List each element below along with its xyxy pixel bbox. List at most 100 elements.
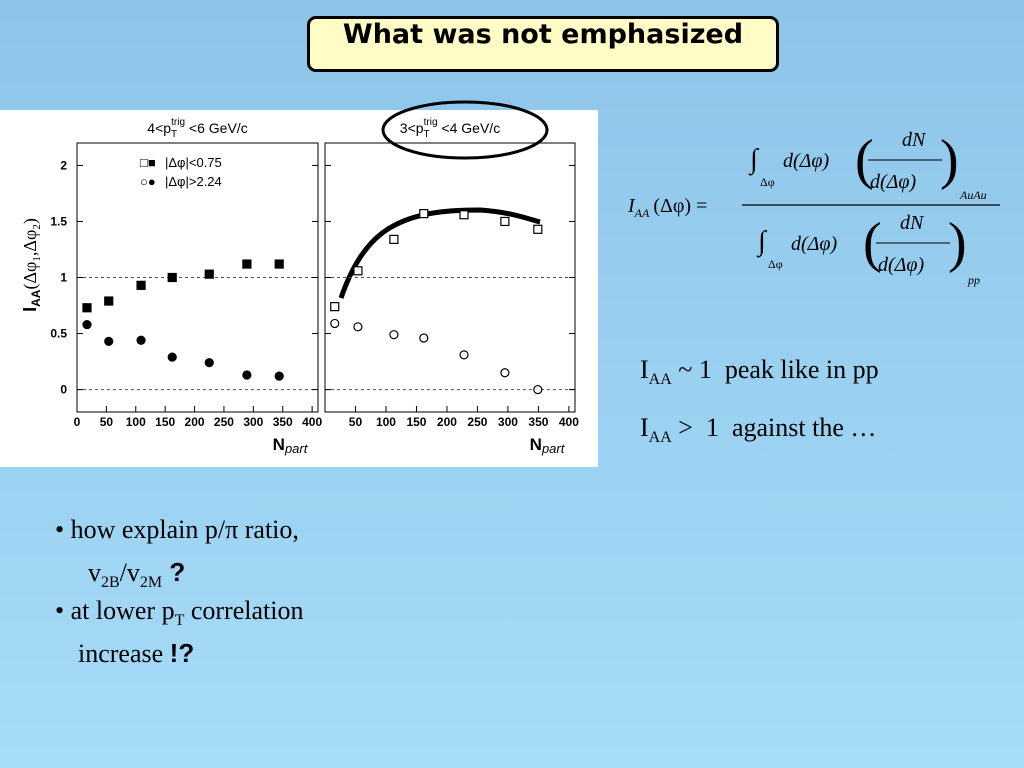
svg-text:dN: dN [900, 212, 925, 234]
x-tick-label: 300 [243, 415, 263, 429]
x-tick-label: 400 [559, 415, 579, 429]
label-part: part [541, 441, 566, 456]
data-point [167, 272, 177, 283]
data-point [389, 330, 399, 340]
data-point [167, 352, 177, 362]
svg-text:d(Δφ): d(Δφ) [791, 233, 837, 255]
x-tick-label: 0 [74, 415, 81, 429]
formula: IAA (Δφ) = ∫ Δφ d(Δφ) ( dN d(Δφ) ) AuAu ∫… [627, 129, 1000, 287]
x-tick-label: 100 [376, 415, 396, 429]
data-point [274, 259, 284, 269]
svg-text:d(Δφ): d(Δφ) [870, 171, 916, 193]
data-point [82, 319, 92, 330]
data-point [136, 280, 146, 290]
x-axis-label: Npart [530, 435, 566, 456]
x-tick-label: 200 [185, 415, 205, 429]
data-point [330, 318, 340, 329]
x-axis-label: Npart [273, 435, 309, 456]
data-point [389, 234, 399, 244]
data-point [330, 302, 340, 312]
x-tick-label: 300 [498, 415, 518, 429]
data-point [204, 358, 214, 368]
data-point [136, 335, 146, 345]
x-tick-label: 400 [302, 415, 322, 429]
x-tick-label: 250 [467, 415, 487, 429]
y-tick-label: 0 [60, 383, 67, 397]
svg-text:AuAu: AuAu [959, 188, 987, 202]
title-part: trig [171, 117, 185, 128]
svg-text:pp: pp [967, 273, 980, 287]
legend-entry: |Δφ|<0.75 [165, 155, 222, 170]
title-part: 4<p [147, 120, 171, 136]
data-point [204, 269, 214, 279]
title-part: <4 GeV/c [438, 120, 501, 136]
svg-text:d(Δφ): d(Δφ) [878, 254, 924, 276]
y-tick-label: 2 [60, 158, 67, 172]
bullet: increase !? [78, 638, 195, 668]
x-tick-label: 100 [126, 415, 146, 429]
note: IAA > 1 against the … [640, 413, 877, 447]
bullet: v2B/v2M ? [88, 557, 186, 592]
x-tick-label: 50 [100, 415, 114, 429]
data-point [104, 296, 114, 306]
title-part: 3<p [400, 120, 424, 136]
data-point [242, 370, 252, 380]
data-point [104, 336, 114, 346]
data-point [533, 224, 543, 234]
legend-symbol: ○● [140, 174, 156, 189]
y-tick-label: 1 [60, 271, 67, 285]
data-point [274, 371, 284, 381]
x-tick-label: 50 [349, 415, 363, 429]
title-part: T [171, 129, 177, 140]
svg-text:∫: ∫ [756, 226, 768, 258]
data-point [419, 333, 429, 343]
x-tick-label: 150 [406, 415, 426, 429]
svg-text:(: ( [863, 212, 882, 274]
svg-text:): ) [940, 129, 959, 191]
data-point [353, 322, 363, 332]
highlight-ellipse [381, 100, 549, 160]
data-point [353, 266, 363, 276]
data-point [500, 368, 510, 378]
bullet: • how explain p/π ratio, [55, 515, 299, 544]
slide-title: What was not emphasized [307, 16, 779, 72]
svg-text:dN: dN [902, 129, 927, 151]
x-tick-label: 250 [214, 415, 234, 429]
y-tick-label: 0.5 [50, 327, 67, 341]
data-point [459, 210, 469, 220]
svg-text:(: ( [855, 129, 874, 191]
svg-text:): ) [948, 212, 967, 274]
bullet: • at lower pT correlation [55, 596, 304, 630]
data-point [500, 216, 510, 227]
panel-title: 4<pTtrig <6 GeV/c [147, 117, 247, 140]
x-tick-label: 350 [528, 415, 548, 429]
x-tick-label: 150 [155, 415, 175, 429]
svg-text:Δφ: Δφ [768, 257, 783, 271]
x-tick-label: 350 [273, 415, 293, 429]
svg-text:IAA(Δφ) =: IAA (Δφ) = [627, 195, 707, 220]
svg-text:∫: ∫ [748, 144, 760, 176]
figure-background [0, 110, 598, 467]
note: IAA ~ 1 peak like in pp [640, 355, 879, 389]
svg-text:Δφ: Δφ [760, 175, 775, 189]
x-tick-label: 200 [437, 415, 457, 429]
data-point [459, 350, 469, 360]
data-point [419, 209, 429, 219]
data-point [242, 259, 252, 269]
title-part: <6 GeV/c [185, 120, 248, 136]
svg-text:d(Δφ): d(Δφ) [783, 150, 829, 172]
title-part: T [424, 129, 430, 140]
y-tick-label: 1.5 [50, 214, 67, 228]
panel-title: 3<pTtrig <4 GeV/c [400, 117, 500, 140]
label-part: N [273, 435, 285, 454]
data-point [82, 303, 92, 313]
title-part: trig [424, 117, 438, 128]
label-part: part [284, 441, 309, 456]
legend-entry: |Δφ|>2.24 [165, 174, 222, 189]
legend-symbol: □■ [140, 155, 156, 170]
y-axis-label: IAA(Δφ1,Δφ2) [20, 218, 43, 312]
label-part: N [530, 435, 542, 454]
data-point [533, 384, 543, 395]
